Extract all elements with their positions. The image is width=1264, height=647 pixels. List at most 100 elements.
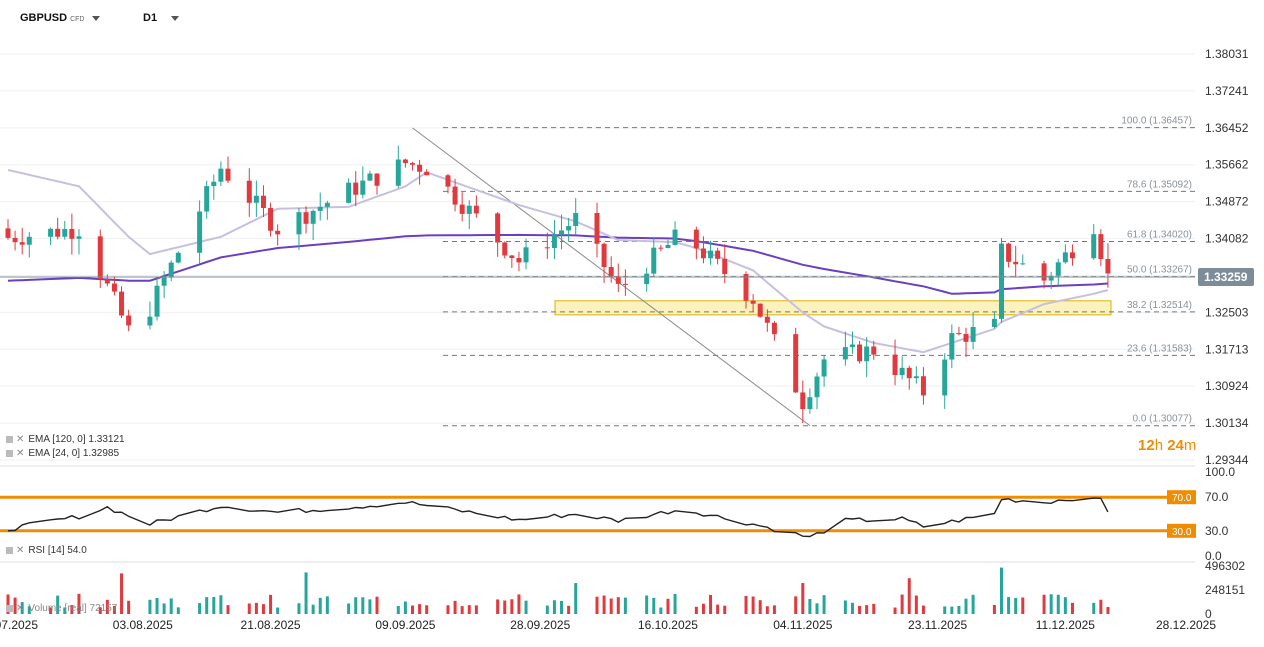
- volume-bar: [148, 599, 152, 614]
- candle: [1048, 271, 1054, 290]
- candle-body: [317, 206, 323, 211]
- candle-body: [892, 354, 898, 376]
- candle: [807, 388, 813, 414]
- rsi-tick-label: 30.0: [1205, 524, 1229, 538]
- candle: [26, 232, 32, 258]
- volume-bar: [311, 604, 315, 614]
- candle-body: [956, 333, 962, 335]
- candle: [246, 168, 252, 217]
- volume-bar: [325, 596, 329, 614]
- price-tick-label: 1.34082: [1205, 232, 1249, 246]
- volume-bar: [1063, 597, 1067, 614]
- candle-body: [303, 212, 309, 224]
- close-icon[interactable]: ✕: [16, 448, 25, 459]
- candle-body: [821, 359, 827, 377]
- rsi-level-tag: [1167, 490, 1196, 505]
- candle-body: [417, 164, 423, 172]
- fib-label: 50.0 (1.33267): [1127, 265, 1192, 276]
- volume-bar: [694, 606, 698, 614]
- candle-body: [1055, 262, 1061, 276]
- candle-body: [615, 276, 621, 284]
- volume-bar: [914, 595, 918, 614]
- volume-bar: [609, 598, 613, 614]
- legend-rsi[interactable]: ✕ RSI [14] 54.0: [6, 545, 87, 556]
- volume-bar: [460, 606, 464, 614]
- candle: [55, 217, 61, 240]
- volume-bar: [120, 573, 124, 614]
- candle-body: [764, 316, 770, 323]
- candle: [715, 247, 721, 265]
- candle-body: [970, 327, 976, 342]
- volume-bar: [858, 605, 862, 614]
- volume-bar: [666, 598, 670, 614]
- volume-bar: [893, 607, 897, 614]
- candle: [111, 276, 117, 296]
- volume-bar: [247, 603, 251, 614]
- volume-bar: [503, 600, 507, 614]
- candle: [871, 340, 877, 360]
- volume-bar: [276, 607, 280, 614]
- candle: [19, 227, 25, 255]
- candle: [409, 162, 415, 171]
- close-icon[interactable]: ✕: [16, 603, 25, 614]
- volume-bar: [446, 605, 450, 614]
- candle: [1013, 245, 1019, 278]
- volume-bar: [510, 599, 514, 614]
- candle: [204, 180, 210, 219]
- volume-bar: [822, 595, 826, 614]
- volume-bar: [361, 597, 365, 614]
- candle-countdown: 12h 24m: [1138, 437, 1196, 454]
- candle-body: [644, 273, 650, 285]
- candle: [622, 269, 628, 296]
- rsi-level-label: 70.0: [1172, 493, 1192, 504]
- candle: [594, 202, 600, 258]
- chevron-down-icon[interactable]: [92, 15, 101, 21]
- candle-body: [1091, 234, 1097, 259]
- candle: [1062, 244, 1068, 264]
- legend-ema24[interactable]: ✕ EMA [24, 0] 1.32985: [6, 448, 119, 459]
- legend-ema120[interactable]: ✕ EMA [120, 0] 1.33121: [6, 434, 125, 445]
- volume-bar: [907, 578, 911, 614]
- candle: [544, 232, 550, 259]
- legend-volume[interactable]: ✕ Volume [real] 72157: [6, 603, 117, 614]
- close-icon[interactable]: ✕: [16, 545, 25, 556]
- current-price-label: 1.33259: [1204, 270, 1248, 284]
- candle-body: [367, 173, 373, 181]
- candle: [417, 159, 423, 185]
- candle-body: [495, 213, 501, 243]
- candle-body: [275, 230, 281, 235]
- settings-icon[interactable]: [6, 449, 13, 457]
- candle-body: [76, 236, 82, 239]
- settings-icon[interactable]: [6, 435, 13, 443]
- settings-icon[interactable]: [6, 604, 13, 612]
- candle: [502, 241, 508, 259]
- candle: [764, 309, 770, 332]
- timeframe-selector[interactable]: D1: [143, 12, 180, 24]
- candle-body: [253, 195, 259, 203]
- volume-bar: [269, 594, 273, 614]
- settings-icon[interactable]: [6, 546, 13, 554]
- candle: [175, 251, 181, 264]
- volume-bar: [999, 567, 1003, 614]
- candle-body: [672, 229, 678, 245]
- candle-body: [1048, 275, 1054, 281]
- volume-bar: [574, 583, 578, 614]
- symbol-selector[interactable]: GBPUSD CFD: [20, 12, 101, 24]
- candle: [211, 174, 217, 200]
- candle-body: [197, 211, 203, 253]
- candle: [970, 311, 976, 350]
- candle: [743, 271, 749, 309]
- volume-bar: [318, 597, 322, 614]
- candle-body: [807, 397, 813, 410]
- fib-label: 38.2 (1.32514): [1127, 300, 1192, 311]
- volume-bar: [112, 605, 116, 614]
- countdown-minutes: 24: [1167, 437, 1184, 454]
- chevron-down-icon[interactable]: [171, 15, 180, 21]
- candle-body: [175, 252, 181, 263]
- date-tick-label: 28.09.2025: [510, 618, 570, 632]
- candle-body: [62, 228, 68, 237]
- volume-bar: [623, 597, 627, 614]
- volume-bar: [545, 605, 549, 614]
- close-icon[interactable]: ✕: [16, 434, 25, 445]
